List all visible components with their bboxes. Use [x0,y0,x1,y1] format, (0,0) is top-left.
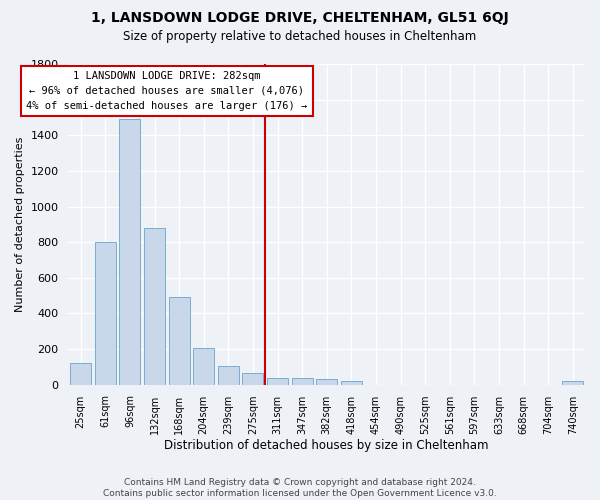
Text: 1 LANSDOWN LODGE DRIVE: 282sqm
← 96% of detached houses are smaller (4,076)
4% o: 1 LANSDOWN LODGE DRIVE: 282sqm ← 96% of … [26,71,307,110]
Bar [242,373,263,384]
Bar [267,378,288,384]
Bar [95,242,116,384]
Bar [70,364,91,384]
Bar [292,378,313,384]
Y-axis label: Number of detached properties: Number of detached properties [15,136,25,312]
Text: Contains HM Land Registry data © Crown copyright and database right 2024.
Contai: Contains HM Land Registry data © Crown c… [103,478,497,498]
Bar [169,298,190,384]
Bar [562,381,583,384]
Text: 1, LANSDOWN LODGE DRIVE, CHELTENHAM, GL51 6QJ: 1, LANSDOWN LODGE DRIVE, CHELTENHAM, GL5… [91,11,509,25]
Text: Size of property relative to detached houses in Cheltenham: Size of property relative to detached ho… [124,30,476,43]
Bar [193,348,214,385]
Bar [341,381,362,384]
X-axis label: Distribution of detached houses by size in Cheltenham: Distribution of detached houses by size … [164,440,489,452]
Bar [144,228,165,384]
Bar [218,366,239,384]
Bar [119,119,140,384]
Bar [316,380,337,384]
